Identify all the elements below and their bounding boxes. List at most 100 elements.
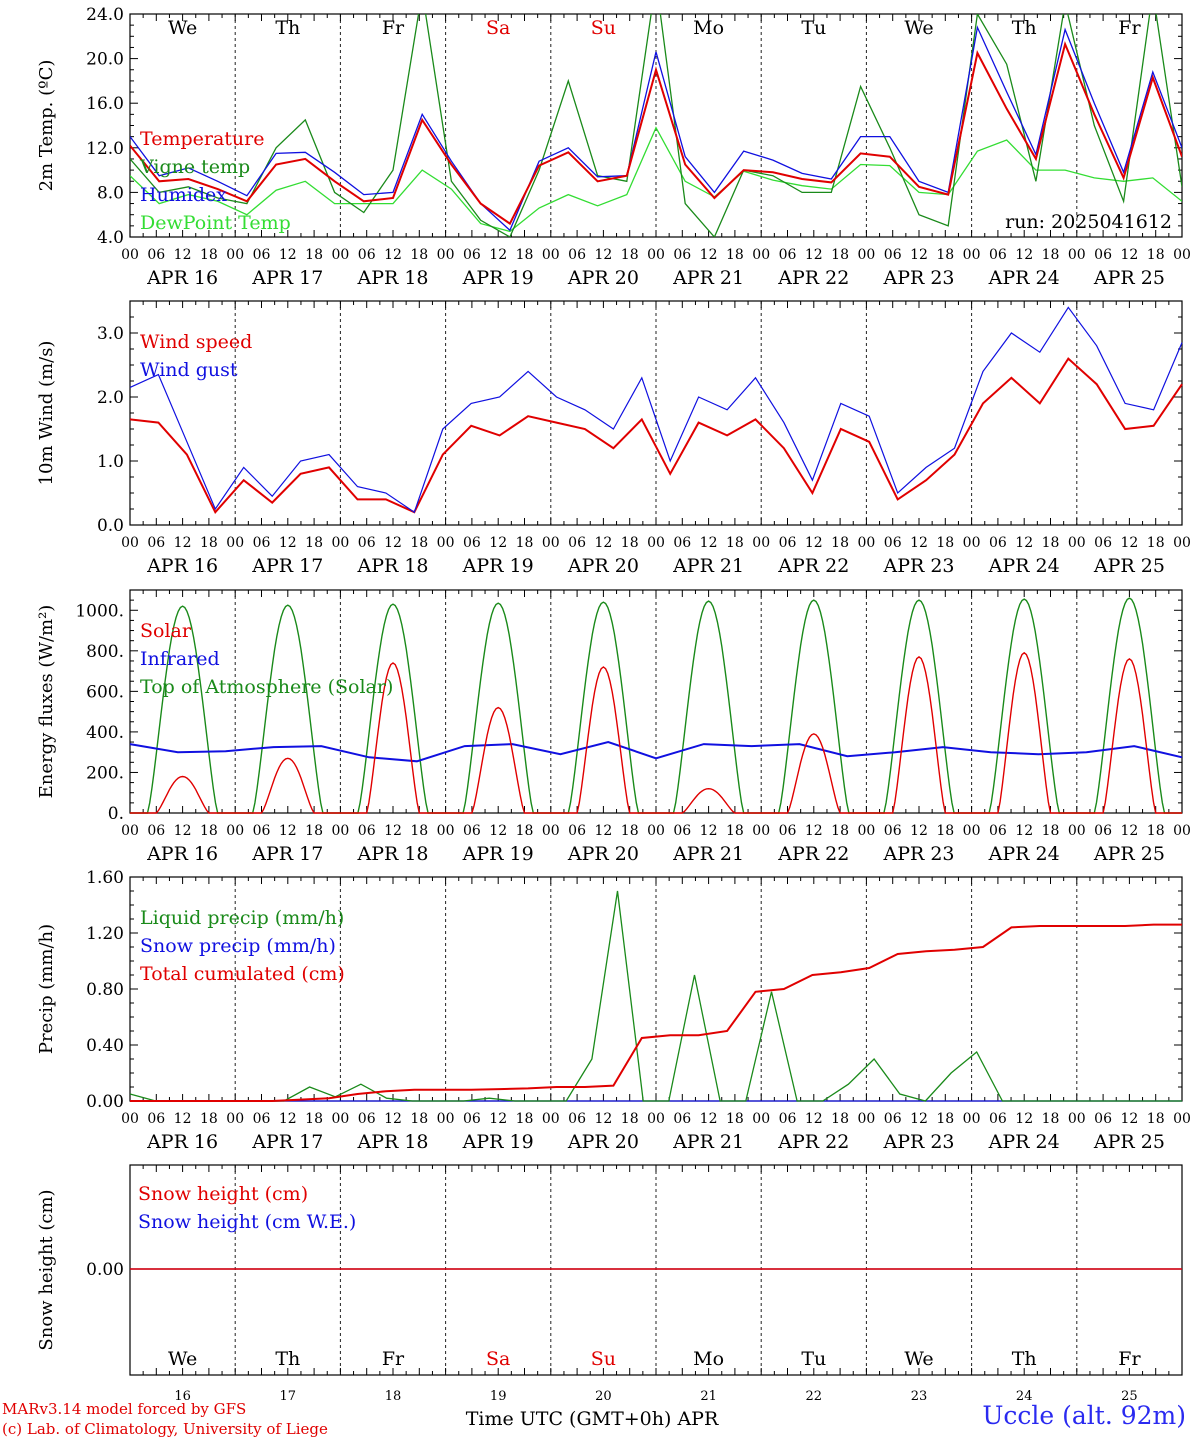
hour-label: 18 <box>936 247 954 263</box>
date-label: APR 20 <box>567 555 639 577</box>
series-liquid-precip <box>129 890 1182 1102</box>
precip-panel: 0.00 0.40 0.80 1.20 1.60 Precip (mm/h) Liquid … <box>36 868 1191 1153</box>
date-label: APR 25 <box>1093 267 1165 289</box>
hour-label: 00 <box>1173 823 1191 839</box>
hour-label: 00 <box>647 1111 665 1127</box>
hour-label: 18 <box>831 823 849 839</box>
hour-label: 12 <box>1120 535 1138 551</box>
y-tick-label: 0.00 <box>86 1260 124 1280</box>
hour-label: 06 <box>147 823 165 839</box>
y-tick-label: 0. <box>108 804 124 824</box>
hour-label: 06 <box>884 535 902 551</box>
hour-label: 18 <box>726 1111 744 1127</box>
hour-label: 18 <box>305 535 323 551</box>
series-temperature <box>130 40 1182 226</box>
date-label: APR 25 <box>1093 555 1165 577</box>
hour-label: 12 <box>594 1111 612 1127</box>
hour-label: 06 <box>358 247 376 263</box>
date-label: APR 17 <box>251 1131 323 1153</box>
hour-label: 06 <box>673 535 691 551</box>
hour-label: 00 <box>1068 1111 1086 1127</box>
hour-label: 12 <box>279 535 297 551</box>
energy-panel: 0. 200. 400. 600. 800. 1000. Energy fluxes (W/… <box>36 589 1191 865</box>
weekday-label: Th <box>275 1348 300 1370</box>
hour-label: 00 <box>857 247 875 263</box>
weekday-label: Th <box>275 17 300 39</box>
hour-label: 06 <box>1094 823 1112 839</box>
hour-label: 00 <box>1173 535 1191 551</box>
hour-label: 00 <box>647 535 665 551</box>
y-tick-label: 0.80 <box>86 980 124 1000</box>
hour-label: 12 <box>594 823 612 839</box>
model-credit: MARv3.14 model forced by GFS <box>2 1400 247 1418</box>
hour-label: 00 <box>752 1111 770 1127</box>
hour-label: 12 <box>1015 247 1033 263</box>
legend-entry: Infrared <box>140 648 220 670</box>
hour-label: 06 <box>1094 247 1112 263</box>
hour-label: 06 <box>463 535 481 551</box>
hour-label: 06 <box>673 247 691 263</box>
y-axis-title: Snow height (cm) <box>36 1189 57 1350</box>
date-label: APR 22 <box>777 843 849 865</box>
hour-label: 18 <box>200 535 218 551</box>
hour-label: 18 <box>831 1111 849 1127</box>
hour-label: 00 <box>542 1111 560 1127</box>
hour-label: 12 <box>700 1111 718 1127</box>
hour-label: 18 <box>1147 247 1165 263</box>
date-label: APR 18 <box>356 843 428 865</box>
hour-label: 06 <box>884 247 902 263</box>
hour-label: 18 <box>1147 535 1165 551</box>
hour-label: 18 <box>200 1111 218 1127</box>
hour-label: 00 <box>437 247 455 263</box>
weekday-label: We <box>904 17 933 39</box>
hour-label: 00 <box>1173 247 1191 263</box>
hour-label: 06 <box>253 823 271 839</box>
hour-label: 12 <box>279 823 297 839</box>
series-total-cumulated <box>130 923 1182 1102</box>
hour-label: 12 <box>489 535 507 551</box>
hour-label: 12 <box>910 1111 928 1127</box>
hour-label: 12 <box>700 247 718 263</box>
hour-label: 06 <box>358 1111 376 1127</box>
weekday-label: Th <box>1012 1348 1037 1370</box>
weekday-label: Fr <box>1118 1348 1141 1370</box>
hour-label: 18 <box>621 823 639 839</box>
hour-label: 00 <box>331 535 349 551</box>
hour-label: 12 <box>384 247 402 263</box>
hour-label: 00 <box>647 247 665 263</box>
y-axis-title: 2m Temp. (ºC) <box>36 60 57 192</box>
hour-label: 18 <box>621 1111 639 1127</box>
legend-entry: DewPoint Temp <box>140 212 291 234</box>
y-tick-label: 1.20 <box>86 924 124 944</box>
hour-label: 06 <box>568 1111 586 1127</box>
date-label: APR 24 <box>988 267 1060 289</box>
hour-label: 00 <box>121 1111 139 1127</box>
y-tick-label: 1.60 <box>86 868 124 888</box>
legend-entry: Liquid precip (mm/h) <box>140 907 344 929</box>
hour-label: 06 <box>1094 535 1112 551</box>
hour-label: 00 <box>437 1111 455 1127</box>
legend-entry: Temperature <box>140 128 264 150</box>
hour-label: 06 <box>884 1111 902 1127</box>
hour-label: 18 <box>516 247 534 263</box>
date-label: APR 22 <box>777 555 849 577</box>
run-label: run: 2025041612 <box>1005 211 1172 233</box>
hour-label: 12 <box>279 247 297 263</box>
weekday-label: Fr <box>382 1348 405 1370</box>
hour-label: 18 <box>621 535 639 551</box>
date-label: APR 21 <box>672 843 744 865</box>
hour-label: 12 <box>279 1111 297 1127</box>
y-tick-label: 600. <box>86 682 124 702</box>
hour-label: 06 <box>989 1111 1007 1127</box>
hour-label: 06 <box>358 823 376 839</box>
date-label: APR 25 <box>1093 1131 1165 1153</box>
series-humidex <box>130 25 1182 232</box>
hour-label: 00 <box>121 247 139 263</box>
legend-entry: Total cumulated (cm) <box>140 963 345 985</box>
hour-label: 06 <box>779 247 797 263</box>
hour-label: 06 <box>884 823 902 839</box>
date-label: APR 17 <box>251 555 323 577</box>
day-number: 17 <box>280 1389 297 1404</box>
hour-label: 00 <box>226 1111 244 1127</box>
hour-label: 18 <box>200 247 218 263</box>
